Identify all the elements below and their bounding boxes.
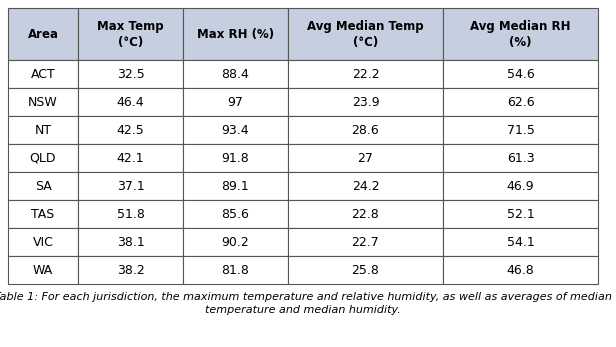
Text: Max RH (%): Max RH (%): [197, 27, 274, 41]
Bar: [78, 256, 183, 284]
Bar: [288, 144, 443, 172]
Bar: [183, 116, 288, 144]
Bar: [8, 88, 78, 116]
Text: 54.1: 54.1: [506, 236, 534, 248]
Text: 46.4: 46.4: [116, 95, 144, 109]
Text: 42.1: 42.1: [116, 152, 144, 164]
Bar: [443, 228, 598, 256]
Text: 54.6: 54.6: [506, 68, 534, 81]
Bar: [8, 200, 78, 228]
Bar: [288, 8, 443, 60]
Text: 24.2: 24.2: [352, 179, 379, 193]
Text: 32.5: 32.5: [116, 68, 144, 81]
Bar: [443, 88, 598, 116]
Bar: [443, 60, 598, 88]
Text: Table 1: For each jurisdiction, the maximum temperature and relative humidity, a: Table 1: For each jurisdiction, the maxi…: [0, 292, 612, 302]
Text: 62.6: 62.6: [507, 95, 534, 109]
Text: VIC: VIC: [33, 236, 54, 248]
Bar: [183, 256, 288, 284]
Text: Avg Median RH
(%): Avg Median RH (%): [470, 19, 571, 49]
Text: 61.3: 61.3: [507, 152, 534, 164]
Text: TAS: TAS: [31, 208, 55, 220]
Text: QLD: QLD: [30, 152, 56, 164]
Text: 46.8: 46.8: [506, 263, 534, 277]
Bar: [443, 256, 598, 284]
Bar: [8, 8, 78, 60]
Bar: [443, 172, 598, 200]
Text: 37.1: 37.1: [116, 179, 144, 193]
Text: temperature and median humidity.: temperature and median humidity.: [205, 305, 401, 315]
Text: 52.1: 52.1: [506, 208, 534, 220]
Bar: [288, 228, 443, 256]
Bar: [8, 60, 78, 88]
Text: 89.1: 89.1: [222, 179, 249, 193]
Bar: [183, 200, 288, 228]
Bar: [8, 172, 78, 200]
Bar: [288, 116, 443, 144]
Bar: [288, 172, 443, 200]
Bar: [443, 8, 598, 60]
Bar: [8, 228, 78, 256]
Text: 25.8: 25.8: [352, 263, 379, 277]
Text: 28.6: 28.6: [352, 124, 379, 136]
Text: 46.9: 46.9: [507, 179, 534, 193]
Bar: [183, 228, 288, 256]
Text: 88.4: 88.4: [222, 68, 249, 81]
Text: 38.1: 38.1: [116, 236, 144, 248]
Text: 51.8: 51.8: [116, 208, 144, 220]
Text: Max Temp
(°C): Max Temp (°C): [97, 19, 164, 49]
Text: ACT: ACT: [31, 68, 55, 81]
Text: 27: 27: [357, 152, 373, 164]
Bar: [443, 200, 598, 228]
Bar: [78, 8, 183, 60]
Bar: [183, 144, 288, 172]
Text: 91.8: 91.8: [222, 152, 249, 164]
Text: Area: Area: [28, 27, 59, 41]
Bar: [288, 200, 443, 228]
Text: 22.8: 22.8: [352, 208, 379, 220]
Text: 42.5: 42.5: [116, 124, 144, 136]
Text: NT: NT: [34, 124, 52, 136]
Bar: [78, 88, 183, 116]
Text: SA: SA: [34, 179, 51, 193]
Bar: [8, 116, 78, 144]
Text: 22.7: 22.7: [352, 236, 379, 248]
Bar: [78, 200, 183, 228]
Text: 93.4: 93.4: [222, 124, 249, 136]
Text: 22.2: 22.2: [352, 68, 379, 81]
Bar: [78, 60, 183, 88]
Bar: [443, 144, 598, 172]
Text: NSW: NSW: [28, 95, 58, 109]
Text: WA: WA: [33, 263, 53, 277]
Text: 23.9: 23.9: [352, 95, 379, 109]
Text: 90.2: 90.2: [222, 236, 249, 248]
Bar: [78, 172, 183, 200]
Bar: [288, 60, 443, 88]
Text: 38.2: 38.2: [116, 263, 144, 277]
Bar: [183, 60, 288, 88]
Bar: [183, 172, 288, 200]
Text: 97: 97: [227, 95, 243, 109]
Bar: [288, 88, 443, 116]
Bar: [78, 116, 183, 144]
Bar: [288, 256, 443, 284]
Text: 85.6: 85.6: [222, 208, 249, 220]
Bar: [8, 144, 78, 172]
Text: 81.8: 81.8: [222, 263, 249, 277]
Bar: [78, 144, 183, 172]
Bar: [8, 256, 78, 284]
Bar: [183, 8, 288, 60]
Text: 71.5: 71.5: [506, 124, 535, 136]
Bar: [183, 88, 288, 116]
Bar: [78, 228, 183, 256]
Text: Avg Median Temp
(°C): Avg Median Temp (°C): [307, 19, 424, 49]
Bar: [443, 116, 598, 144]
